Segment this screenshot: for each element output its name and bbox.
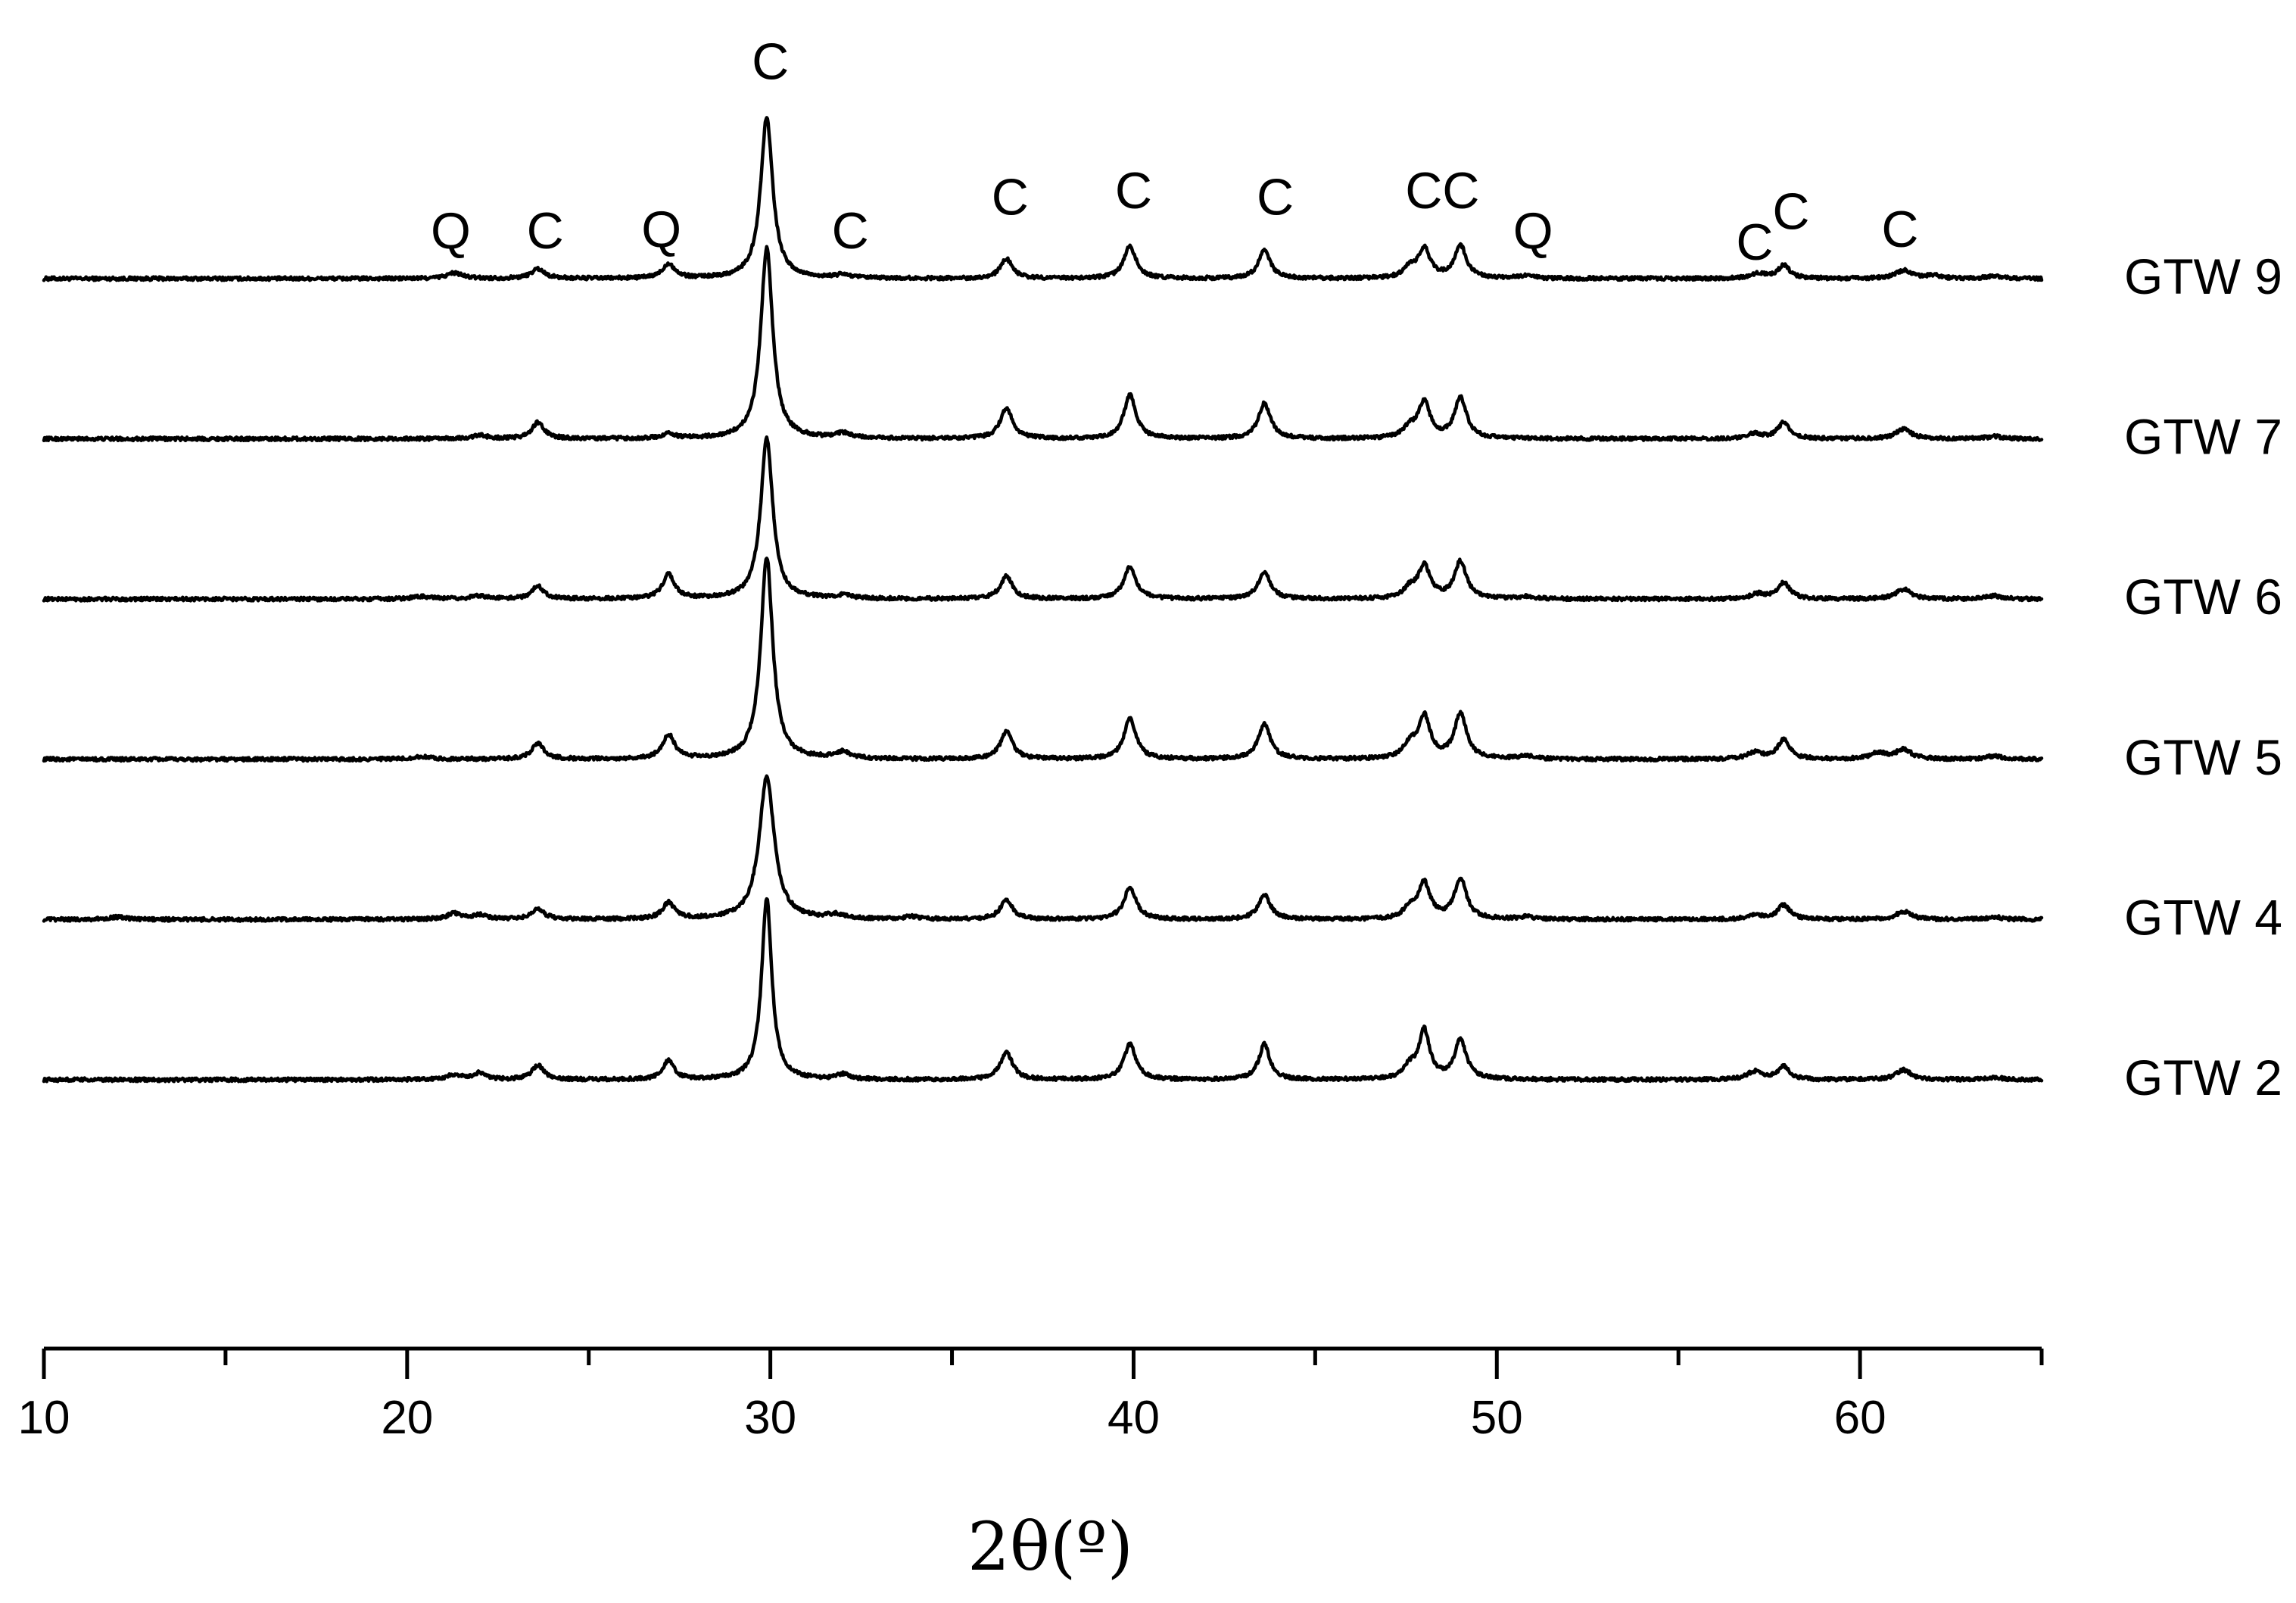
x-tick-label: 50 [1471,1392,1523,1444]
series-label-gtw-4: GTW 4 [2124,889,2282,945]
x-tick-label: 30 [744,1392,796,1444]
series-line-gtw-2 [42,897,2044,1084]
peak-label: C [1736,214,1773,271]
series-line-gtw-6 [42,435,2044,603]
peak-label: Q [641,201,681,258]
x-tick-label: 60 [1834,1392,1886,1444]
peak-label: C [527,202,564,260]
peak-label: C [752,33,789,90]
series-label-gtw-9: GTW 9 [2124,248,2282,304]
peak-label: CC [1405,162,1479,220]
series-lines [42,116,2044,1084]
peak-label: C [1881,201,1918,258]
peak-label: Q [431,202,471,260]
series-labels: GTW 9 GTW 7 GTW 6 GTW 5 GTW 4 GTW 2 [2124,248,2282,1106]
series-label-gtw-2: GTW 2 [2124,1049,2282,1106]
peak-label: C [832,202,869,260]
x-tick-label: 20 [381,1392,433,1444]
peak-label: C [1772,183,1809,241]
peak-label: C [1257,168,1294,226]
x-axis-title: 2θ(º) [967,1508,1133,1586]
peak-label: Q [1513,202,1553,260]
x-tick-label: 40 [1108,1392,1160,1444]
series-line-gtw-4 [42,774,2044,923]
series-line-gtw-9 [42,116,2044,282]
series-label-gtw-7: GTW 7 [2124,409,2282,465]
peak-label: C [992,168,1029,226]
x-axis: 10 20 30 40 50 60 [18,1346,2044,1444]
peak-label: C [1115,162,1152,220]
series-label-gtw-5: GTW 5 [2124,729,2282,785]
x-tick-label: 10 [18,1392,70,1444]
series-line-gtw-7 [42,245,2044,443]
series-label-gtw-6: GTW 6 [2124,569,2282,625]
series-line-gtw-5 [42,557,2044,763]
